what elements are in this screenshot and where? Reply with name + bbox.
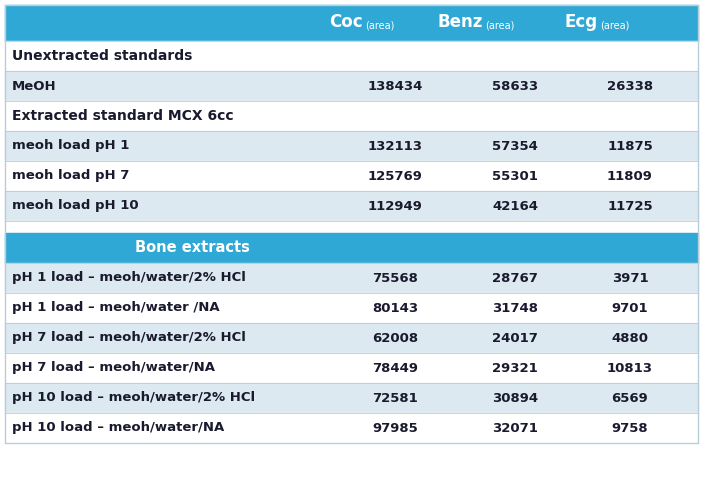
Text: 72581: 72581 [372,392,418,405]
Text: 11725: 11725 [607,199,653,213]
Text: 62008: 62008 [372,331,418,344]
Text: Extracted standard MCX 6cc: Extracted standard MCX 6cc [12,109,233,123]
Text: (area): (area) [485,21,515,31]
Text: 132113: 132113 [368,140,423,153]
Bar [5,71,698,101]
Text: 125769: 125769 [368,169,423,182]
Text: pH 7 load – meoh/water/NA: pH 7 load – meoh/water/NA [12,361,215,375]
Bar [5,41,698,71]
Text: pH 10 load – meoh/water/2% HCl: pH 10 load – meoh/water/2% HCl [12,392,255,405]
Bar [5,191,698,221]
Text: 32071: 32071 [492,421,538,434]
Text: 31748: 31748 [492,302,538,315]
Text: 75568: 75568 [372,271,418,284]
Bar [5,263,698,293]
Text: 97985: 97985 [372,421,418,434]
Text: 28767: 28767 [492,271,538,284]
Text: 3971: 3971 [612,271,648,284]
Text: pH 1 load – meoh/water/2% HCl: pH 1 load – meoh/water/2% HCl [12,271,246,284]
Text: 24017: 24017 [492,331,538,344]
Text: 42164: 42164 [492,199,538,213]
Text: 11875: 11875 [607,140,653,153]
Text: MeOH: MeOH [12,80,57,92]
Bar [5,353,698,383]
Bar [5,131,698,161]
Text: Benz: Benz [438,13,483,31]
Text: pH 7 load – meoh/water/2% HCl: pH 7 load – meoh/water/2% HCl [12,331,246,344]
Text: pH 10 load – meoh/water/NA: pH 10 load – meoh/water/NA [12,421,224,434]
Bar [5,101,698,131]
Text: 78449: 78449 [372,361,418,375]
Text: 10813: 10813 [607,361,653,375]
Text: 6569: 6569 [612,392,648,405]
Text: 55301: 55301 [492,169,538,182]
Text: 4880: 4880 [612,331,648,344]
Text: 29321: 29321 [492,361,538,375]
Text: meoh load pH 1: meoh load pH 1 [12,140,129,153]
Bar [5,293,698,323]
Text: (area): (area) [365,21,394,31]
Text: 138434: 138434 [367,80,423,92]
Text: 112949: 112949 [368,199,423,213]
Bar [5,161,698,191]
Text: 26338: 26338 [607,80,653,92]
Text: 57354: 57354 [492,140,538,153]
Bar [5,5,698,443]
Text: 9758: 9758 [612,421,648,434]
Text: Ecg: Ecg [565,13,598,31]
Bar [5,233,698,263]
Text: 58633: 58633 [492,80,538,92]
Text: pH 1 load – meoh/water /NA: pH 1 load – meoh/water /NA [12,302,219,315]
Text: (area): (area) [600,21,629,31]
Bar [5,413,698,443]
Bar [5,383,698,413]
Text: meoh load pH 7: meoh load pH 7 [12,169,129,182]
Bar [5,221,698,233]
Bar [5,5,698,41]
Text: Unextracted standards: Unextracted standards [12,49,193,63]
Bar [5,323,698,353]
Text: 11809: 11809 [607,169,653,182]
Text: Bone extracts: Bone extracts [135,241,250,255]
Text: 30894: 30894 [492,392,538,405]
Text: Coc: Coc [330,13,363,31]
Text: 9701: 9701 [612,302,648,315]
Text: 80143: 80143 [372,302,418,315]
Text: meoh load pH 10: meoh load pH 10 [12,199,138,213]
